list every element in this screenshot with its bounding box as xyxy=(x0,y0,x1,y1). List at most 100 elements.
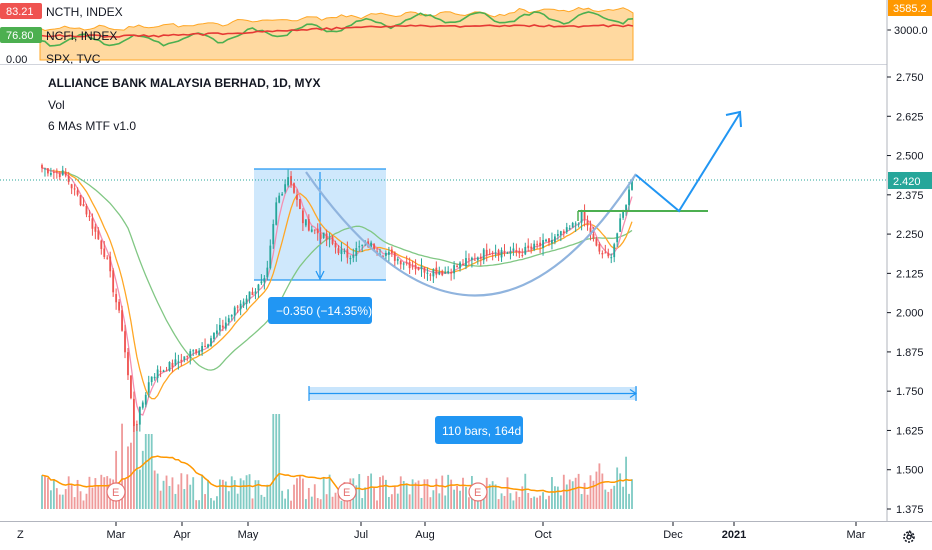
indicator-vol[interactable]: Vol xyxy=(48,98,65,112)
candle-body xyxy=(500,250,503,258)
date-range-tool[interactable] xyxy=(308,386,638,401)
candle-body xyxy=(411,266,414,268)
candle-body xyxy=(586,221,589,226)
candle-body xyxy=(106,257,109,259)
candle-body xyxy=(628,189,630,206)
candle-body xyxy=(545,239,547,242)
candle-body xyxy=(275,202,278,225)
volume-bar xyxy=(275,414,278,509)
candle-body xyxy=(141,402,144,408)
candle-body xyxy=(61,170,64,176)
candle-body xyxy=(393,252,396,261)
price-tick-label: 1.750 xyxy=(896,386,924,398)
candle-body xyxy=(441,270,444,276)
candle-body xyxy=(112,270,115,293)
volume-bar xyxy=(41,475,43,509)
volume-bar xyxy=(168,485,171,509)
corner-z-button[interactable]: Z xyxy=(17,529,24,541)
volume-bar xyxy=(577,473,580,509)
candle-body xyxy=(328,238,331,240)
volume-bar xyxy=(622,486,625,509)
candle-body xyxy=(447,271,450,274)
volume-bar xyxy=(239,478,242,509)
candle-body xyxy=(462,263,464,266)
legend-ncth[interactable]: 83.21 NCTH, INDEX xyxy=(0,3,123,19)
measure-label-bg xyxy=(268,297,372,324)
candle-body xyxy=(100,240,103,249)
legend-spx-value: 0.00 xyxy=(6,54,27,66)
ncth-line xyxy=(39,24,634,38)
candle-body xyxy=(79,195,82,206)
candle-body xyxy=(509,251,512,254)
projection-drawing[interactable] xyxy=(635,110,742,213)
candle-body xyxy=(52,171,55,173)
volume-bar xyxy=(307,487,310,509)
volume-bar xyxy=(473,494,476,509)
price-tick-label: 2.000 xyxy=(896,308,924,320)
main-pane: −0.350 (−14.35%) −70 110 bars, 164d E E … xyxy=(0,76,887,509)
candle-body xyxy=(435,267,438,275)
legend-ncth-value: 83.21 xyxy=(6,6,34,18)
volume-bar xyxy=(192,477,195,509)
price-tick-label: 1.625 xyxy=(896,425,924,437)
candle-body xyxy=(556,234,559,236)
volume-bar xyxy=(331,496,334,509)
candle-body xyxy=(73,188,76,190)
earnings-marker[interactable]: E xyxy=(106,482,126,502)
volume-bar xyxy=(218,479,221,509)
earnings-marker[interactable]: E xyxy=(468,482,488,502)
candle-body xyxy=(296,195,298,200)
chart-title[interactable]: ALLIANCE BANK MALAYSIA BERHAD, 1D, MYX xyxy=(48,76,320,90)
candle-body xyxy=(130,375,132,399)
candle-body xyxy=(263,278,266,283)
volume-bar xyxy=(438,493,441,509)
volume-bar xyxy=(447,474,450,509)
volume-bar xyxy=(269,485,272,509)
volume-bar xyxy=(527,493,530,509)
volume-bar xyxy=(429,497,432,509)
measure-label: −0.350 (−14.35%) −70 xyxy=(268,297,396,324)
candle-body xyxy=(254,291,257,294)
volume-bar xyxy=(284,498,287,509)
volume-bar xyxy=(364,487,367,509)
volume-bar xyxy=(281,490,284,509)
cup-arc-drawing[interactable] xyxy=(305,171,637,297)
volume-bar xyxy=(135,424,138,509)
candle-body xyxy=(479,256,482,259)
resistance-drawing[interactable] xyxy=(577,210,708,221)
volume-bar xyxy=(156,473,159,509)
earnings-marker-label: E xyxy=(112,487,119,499)
volume-bar xyxy=(296,478,298,509)
gear-icon[interactable] xyxy=(903,531,915,543)
volume-bar xyxy=(619,473,622,509)
price-tick-label: 1.875 xyxy=(896,347,924,359)
price-tick-label: 1.500 xyxy=(896,465,924,477)
candle-body xyxy=(595,238,598,246)
legend-ncfi[interactable]: 76.80 NCFI, INDEX xyxy=(0,27,117,43)
volume-bar xyxy=(414,482,417,509)
volume-bar xyxy=(595,471,598,509)
volume-bar xyxy=(132,421,135,509)
volume-bar xyxy=(55,488,58,509)
volume-bar xyxy=(559,495,562,509)
volume-bar xyxy=(313,484,316,509)
time-tick-label: Oct xyxy=(534,529,551,541)
legend-spx[interactable]: 0.00 SPX, TVC xyxy=(6,52,101,66)
earnings-marker[interactable]: E xyxy=(337,482,357,502)
candle-body xyxy=(94,226,97,232)
candle-body xyxy=(132,398,135,427)
price-scale[interactable]: 2.750 2.625 2.500 2.375 2.250 2.125 2.000 1.875… xyxy=(886,0,932,522)
volume-bar xyxy=(227,491,230,509)
candle-body xyxy=(159,370,162,372)
candle-body xyxy=(278,195,281,203)
candle-body xyxy=(316,228,319,234)
candle-body xyxy=(319,234,322,239)
indicator-mas[interactable]: 6 MAs MTF v1.0 xyxy=(48,119,136,133)
time-scale[interactable]: Mar Apr May Jul Aug Oct Dec 2021 Mar Z A xyxy=(0,521,932,542)
volume-bar xyxy=(548,495,550,509)
volume-bar xyxy=(482,496,485,509)
candle-body xyxy=(103,248,106,257)
candle-body xyxy=(337,248,340,254)
candle-body xyxy=(607,252,610,257)
